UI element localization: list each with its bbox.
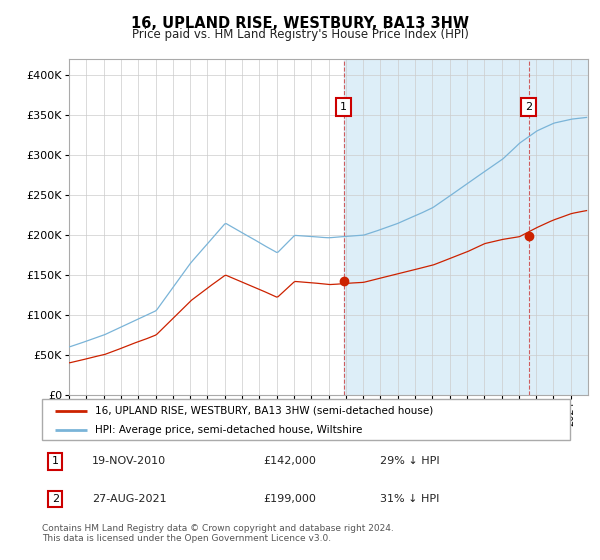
Text: Price paid vs. HM Land Registry's House Price Index (HPI): Price paid vs. HM Land Registry's House … (131, 28, 469, 41)
Text: 16, UPLAND RISE, WESTBURY, BA13 3HW (semi-detached house): 16, UPLAND RISE, WESTBURY, BA13 3HW (sem… (95, 405, 433, 416)
FancyBboxPatch shape (42, 399, 570, 440)
Text: HPI: Average price, semi-detached house, Wiltshire: HPI: Average price, semi-detached house,… (95, 424, 362, 435)
Text: 29% ↓ HPI: 29% ↓ HPI (380, 456, 440, 466)
Text: 27-AUG-2021: 27-AUG-2021 (92, 494, 167, 504)
Text: £199,000: £199,000 (264, 494, 317, 504)
Text: 1: 1 (340, 102, 347, 112)
Bar (344, 59, 588, 395)
Text: 31% ↓ HPI: 31% ↓ HPI (380, 494, 439, 504)
Text: 16, UPLAND RISE, WESTBURY, BA13 3HW: 16, UPLAND RISE, WESTBURY, BA13 3HW (131, 16, 469, 31)
Text: 1: 1 (52, 456, 59, 466)
Text: 2: 2 (52, 494, 59, 504)
Text: Contains HM Land Registry data © Crown copyright and database right 2024.
This d: Contains HM Land Registry data © Crown c… (42, 524, 394, 543)
Text: £142,000: £142,000 (264, 456, 317, 466)
Text: 19-NOV-2010: 19-NOV-2010 (92, 456, 166, 466)
Text: 2: 2 (525, 102, 532, 112)
